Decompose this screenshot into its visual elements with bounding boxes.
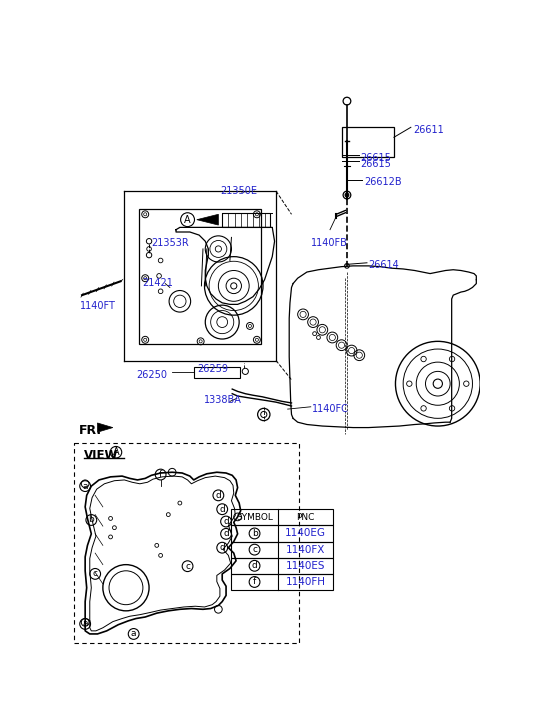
Text: a: a	[82, 481, 88, 491]
Text: 26615: 26615	[360, 159, 391, 169]
Text: 1140FB: 1140FB	[311, 238, 348, 248]
Circle shape	[231, 283, 237, 289]
Text: 1140ES: 1140ES	[286, 561, 325, 571]
Circle shape	[345, 193, 349, 197]
Bar	[341, 127, 394, 156]
Text: b: b	[251, 529, 257, 538]
Bar	[74, 443, 299, 643]
Text: 1140FT: 1140FT	[80, 301, 116, 311]
Text: 21350E: 21350E	[220, 186, 258, 196]
Text: 1338BA: 1338BA	[204, 395, 242, 405]
Text: 21421: 21421	[142, 278, 173, 288]
Text: b: b	[88, 515, 94, 524]
Text: d: d	[223, 517, 229, 526]
Text: a: a	[82, 619, 88, 628]
Bar	[139, 209, 261, 344]
Text: f: f	[253, 577, 256, 587]
Text: 1140FH: 1140FH	[285, 577, 325, 587]
Text: VIEW: VIEW	[83, 449, 118, 462]
Bar	[232, 542, 333, 558]
Text: 26612B: 26612B	[364, 177, 401, 188]
Text: 26615: 26615	[360, 153, 391, 163]
Text: c: c	[252, 545, 257, 554]
Text: A: A	[184, 214, 191, 225]
Text: d: d	[223, 529, 229, 538]
Bar	[232, 509, 333, 526]
Text: d: d	[219, 543, 225, 553]
Text: 21353R: 21353R	[151, 238, 189, 248]
Text: FR.: FR.	[79, 425, 102, 438]
Text: f: f	[159, 470, 162, 479]
Text: c: c	[93, 569, 98, 579]
Text: 26614: 26614	[369, 260, 399, 270]
Text: c: c	[185, 562, 190, 571]
Polygon shape	[197, 214, 218, 225]
Text: d: d	[251, 561, 257, 570]
Bar	[222, 213, 270, 228]
Text: 26250: 26250	[136, 370, 167, 379]
Text: A: A	[113, 447, 119, 457]
Text: PNC: PNC	[296, 513, 315, 522]
Circle shape	[433, 379, 442, 388]
Text: 1140EG: 1140EG	[285, 529, 326, 539]
Text: d: d	[216, 491, 221, 500]
Text: d: d	[219, 505, 225, 514]
Text: SYMBOL: SYMBOL	[236, 513, 273, 522]
Bar	[194, 366, 240, 377]
Bar	[232, 526, 333, 542]
Bar	[232, 574, 333, 590]
Text: 1140FC: 1140FC	[312, 404, 349, 414]
Text: a: a	[131, 630, 136, 638]
Text: 26259: 26259	[197, 364, 228, 374]
Polygon shape	[97, 423, 113, 432]
Text: 26611: 26611	[413, 125, 444, 135]
Text: 1140FX: 1140FX	[286, 545, 325, 555]
Bar	[232, 558, 333, 574]
